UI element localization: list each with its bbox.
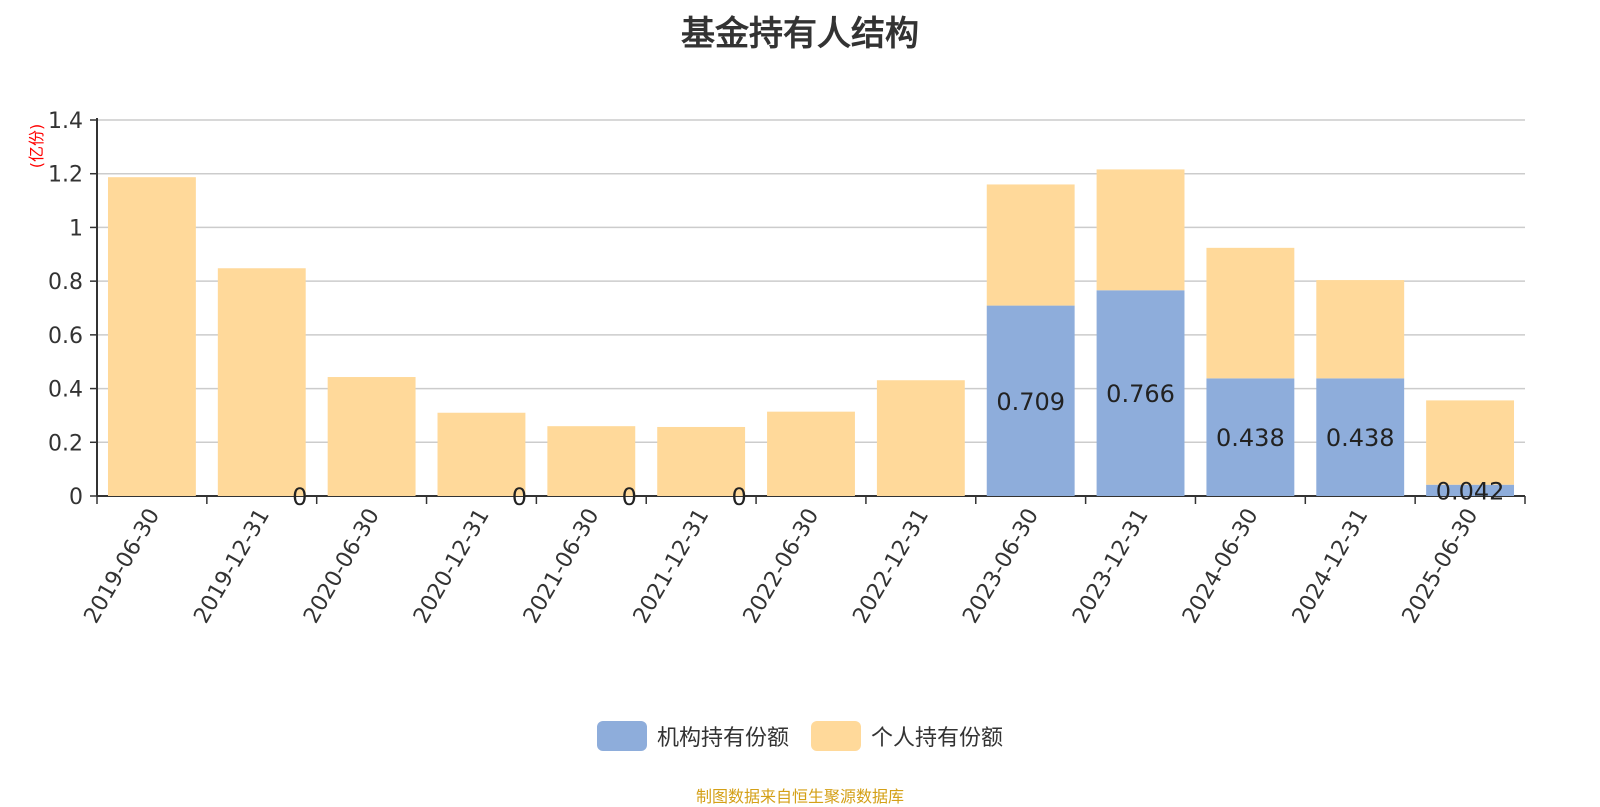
x-tick-label: 2022-06-30 [739, 505, 825, 628]
x-tick-label: 2023-06-30 [958, 505, 1044, 628]
y-tick-label: 1.4 [48, 109, 83, 134]
bar-individual [1316, 280, 1405, 379]
data-label-institution: 0 [622, 483, 637, 511]
y-axis-unit: (亿份) [27, 124, 46, 169]
y-tick-label: 0.4 [48, 378, 83, 403]
bar-institution [986, 305, 1075, 496]
y-tick-label: 0.8 [48, 270, 83, 295]
x-tick-label: 2022-12-31 [848, 505, 934, 628]
bar-institution [1206, 378, 1295, 496]
bar-individual [1206, 247, 1295, 379]
legend-swatch-institution [596, 721, 647, 751]
bar-individual [107, 177, 196, 496]
x-tick-label: 2024-12-31 [1288, 505, 1374, 628]
y-tick-label: 1.2 [48, 163, 83, 188]
x-tick-label: 2025-06-30 [1398, 505, 1484, 628]
x-tick-label: 2019-06-30 [80, 505, 166, 628]
legend-item-individual[interactable]: 个人持有份额 [811, 720, 1003, 752]
bar-institution [1316, 378, 1405, 496]
y-tick-label: 0.6 [48, 324, 83, 349]
y-tick-label: 1 [69, 216, 83, 241]
x-tick-label: 2021-06-30 [519, 505, 605, 628]
x-tick-label: 2019-12-31 [189, 505, 275, 628]
bar-institution [1426, 484, 1515, 496]
legend-item-institution[interactable]: 机构持有份额 [596, 720, 789, 752]
x-tick-label: 2023-12-31 [1068, 505, 1154, 628]
data-label-institution: 0 [512, 483, 527, 511]
data-label-institution: 0.042 [1436, 477, 1505, 505]
bar-institution [1096, 290, 1185, 496]
source-note: 制图数据来自恒生聚源数据库 [695, 787, 904, 806]
bar-individual [547, 426, 636, 496]
y-tick-label: 0 [69, 485, 83, 510]
bar-individual [327, 377, 416, 496]
legend-label-institution: 机构持有份额 [656, 726, 789, 751]
data-label-institution: 0.438 [1216, 424, 1285, 452]
legend-swatch-individual [811, 721, 861, 751]
data-label-institution: 0.709 [996, 388, 1065, 416]
x-tick-label: 2024-06-30 [1178, 505, 1264, 628]
bar-individual [217, 268, 306, 496]
data-label-institution: 0.438 [1326, 424, 1395, 452]
x-tick-label: 2021-12-31 [629, 505, 715, 628]
bar-individual [986, 184, 1075, 306]
bar-individual [876, 380, 965, 496]
y-tick-label: 0.2 [48, 431, 83, 456]
bar-individual [1426, 400, 1515, 485]
chart-title: 基金持有人结构 [681, 14, 919, 54]
bar-individual [657, 426, 746, 496]
legend-label-individual: 个人持有份额 [871, 726, 1004, 751]
x-tick-label: 2020-12-31 [409, 505, 495, 628]
x-tick-label: 2020-06-30 [299, 505, 385, 628]
bar-individual [1096, 169, 1185, 291]
bar-individual [437, 412, 526, 496]
data-label-institution: 0 [292, 483, 307, 511]
legend: 机构持有份额 个人持有份额 [0, 720, 1600, 752]
data-label-institution: 0.766 [1106, 380, 1175, 408]
bar-individual [767, 411, 855, 496]
data-label-institution: 0 [731, 483, 746, 511]
